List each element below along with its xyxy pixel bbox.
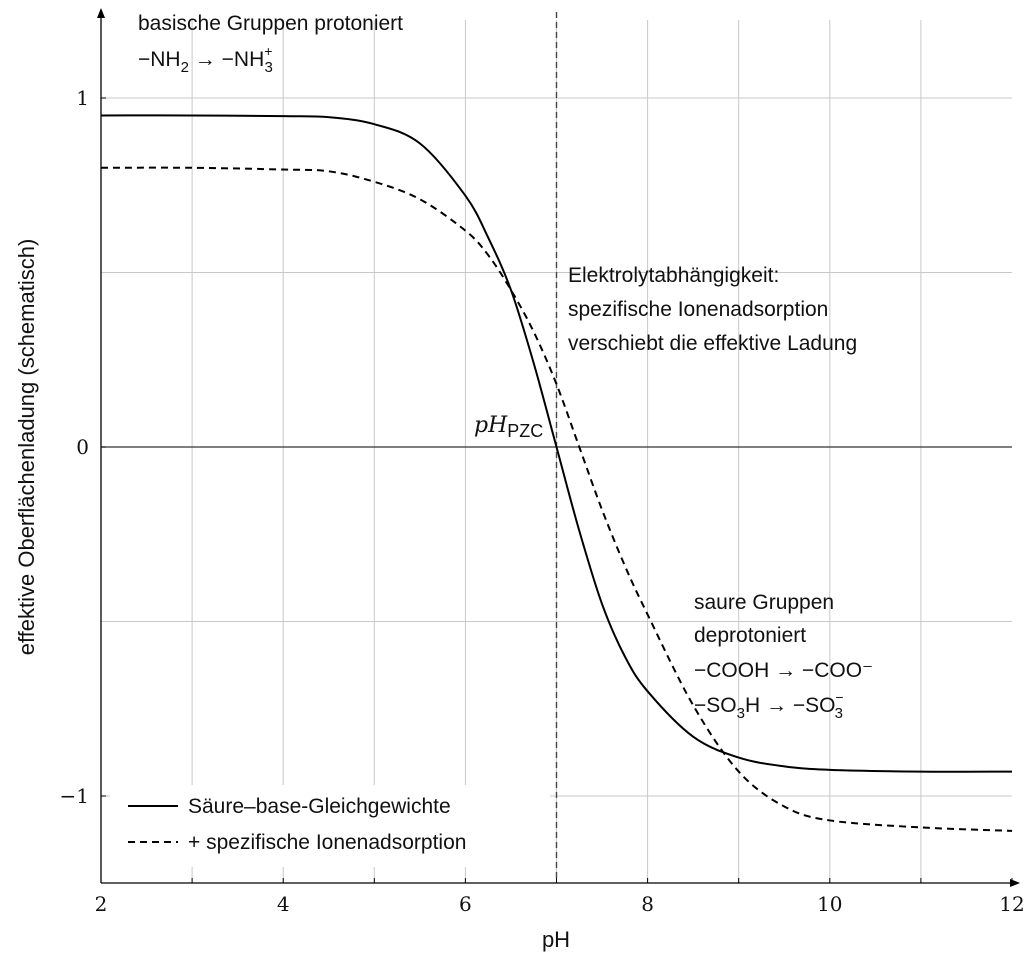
annotation-basic: basische Gruppen protoniert −NH2 → −NH+ 3 [138, 12, 403, 76]
formula-right-sup: + [264, 43, 272, 59]
annotation-acid-line-2: deprotoniert [694, 624, 806, 647]
series-line-acid-base [100, 114, 1013, 773]
y-tick-label: 1 [76, 86, 89, 110]
formula-arrow: → [195, 48, 216, 71]
pzc-label: pHPZC [474, 413, 543, 441]
annotation-electrolyte-line-2: spezifische Ionenadsorption [568, 298, 828, 321]
legend-label-solid: Säure–base-Gleichgewichte [188, 795, 451, 818]
y-tick-label: 0 [76, 435, 89, 459]
series-line-ion-adsorption [100, 166, 1013, 832]
x-tick-label: 8 [641, 892, 654, 916]
formula-left: −SO [694, 694, 737, 717]
y-tick-label: −1 [60, 784, 89, 808]
x-tick-label: 12 [999, 892, 1024, 916]
axes [97, 8, 1020, 887]
annotation-acid-line-1: saure Gruppen [694, 591, 834, 614]
legend-box [110, 785, 550, 867]
y-axis-arrow [97, 8, 105, 18]
annotation-acid-formula-1: −COOH → −COO⁻ [694, 659, 873, 682]
formula-arrow: → [766, 694, 787, 717]
formula-left-tail: H [745, 694, 760, 717]
y-axis-label: effektive Oberflächenladung (schematisch… [14, 239, 39, 656]
pzc-label-main: pH [474, 413, 508, 438]
x-tick-label: 6 [459, 892, 472, 916]
annotation-acid: saure Gruppen deprotoniert −COOH → −COO⁻… [694, 591, 873, 722]
formula-right: −NH [222, 48, 265, 71]
series [100, 114, 1013, 832]
annotation-electrolyte: Elektrolytabhängigkeit: spezifische Ione… [568, 264, 857, 355]
x-tick-label: 10 [817, 892, 842, 916]
annotation-electrolyte-line-1: Elektrolytabhängigkeit: [568, 264, 779, 287]
x-tick-label: 4 [277, 892, 290, 916]
formula-right-sub: 3 [264, 59, 272, 76]
legend-label-dashed: + spezifische Ionenadsorption [188, 831, 466, 854]
formula-left-sub: 3 [737, 705, 745, 722]
formula-right-sup: − [835, 689, 843, 705]
pzc-label-sub: PZC [507, 421, 543, 441]
formula-right-sub: 3 [835, 705, 843, 722]
annotation-acid-formula-2: −SO3H → −SO− 3 [694, 689, 844, 722]
formula-left: −NH [138, 48, 181, 71]
annotation-basic-formula: −NH2 → −NH+ 3 [138, 43, 273, 76]
formula-right: −SO [793, 694, 836, 717]
annotation-basic-line: basische Gruppen protoniert [138, 12, 403, 35]
formula-left-sub: 2 [181, 59, 189, 76]
annotation-electrolyte-line-3: verschiebt die effektive Ladung [568, 332, 857, 355]
x-axis-label: pH [542, 927, 570, 952]
legend: Säure–base-Gleichgewichte + spezifische … [110, 785, 550, 867]
x-tick-label: 2 [95, 892, 108, 916]
